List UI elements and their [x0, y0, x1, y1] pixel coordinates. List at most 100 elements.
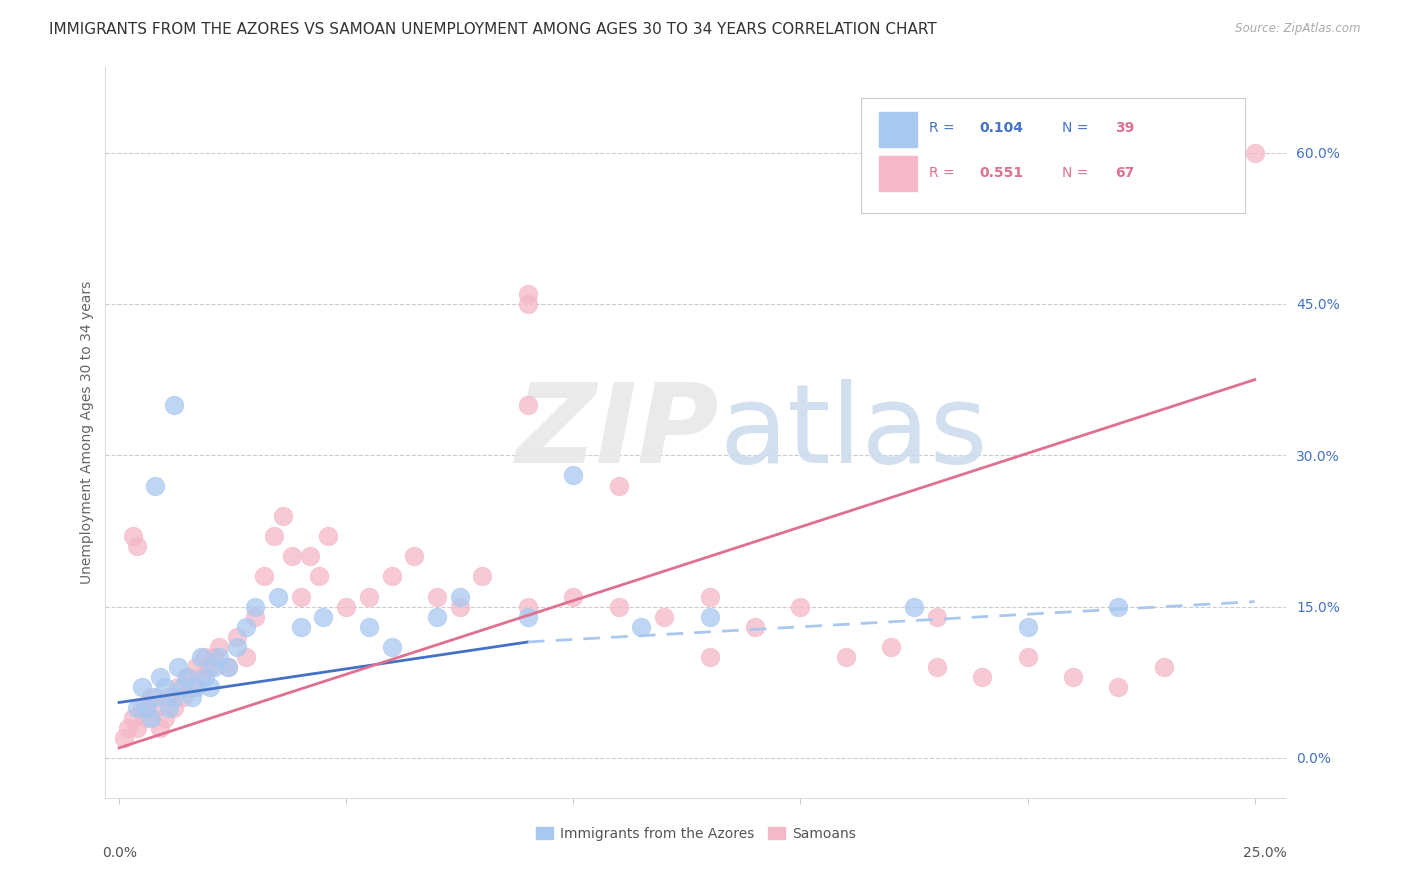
Point — [149, 721, 172, 735]
Point — [357, 590, 380, 604]
Point — [516, 398, 538, 412]
Point — [198, 660, 221, 674]
Text: 0.551: 0.551 — [980, 166, 1024, 180]
Point — [194, 650, 217, 665]
Point — [127, 700, 149, 714]
Point — [112, 731, 135, 745]
Bar — [879, 156, 917, 191]
Point — [652, 609, 675, 624]
Point — [226, 640, 249, 654]
Point — [139, 690, 162, 705]
Point — [162, 690, 184, 705]
Point — [121, 711, 143, 725]
Point — [117, 721, 139, 735]
Point — [903, 599, 925, 614]
Point — [190, 650, 212, 665]
Point — [180, 690, 202, 705]
Point — [204, 660, 226, 674]
Point — [1220, 136, 1243, 150]
Point — [1107, 681, 1129, 695]
Text: R =: R = — [928, 120, 959, 135]
Point — [172, 690, 194, 705]
Text: N =: N = — [1062, 166, 1092, 180]
Point — [167, 660, 190, 674]
Point — [180, 681, 202, 695]
Point — [190, 670, 212, 684]
Point — [145, 690, 167, 705]
Point — [245, 609, 267, 624]
Text: 0.0%: 0.0% — [101, 846, 136, 860]
Point — [744, 620, 766, 634]
Point — [516, 286, 538, 301]
Point — [449, 590, 471, 604]
Point — [172, 681, 194, 695]
Point — [298, 549, 321, 564]
Point — [789, 599, 811, 614]
Point — [516, 599, 538, 614]
Point — [176, 670, 198, 684]
Point — [217, 660, 239, 674]
Text: atlas: atlas — [720, 379, 988, 486]
Point — [194, 670, 217, 684]
Point — [1107, 599, 1129, 614]
Point — [699, 590, 721, 604]
Point — [162, 700, 184, 714]
Point — [162, 398, 184, 412]
Point — [516, 609, 538, 624]
Point — [607, 478, 630, 492]
Point — [1017, 650, 1039, 665]
Point — [1243, 145, 1265, 160]
Text: Source: ZipAtlas.com: Source: ZipAtlas.com — [1236, 22, 1361, 36]
Point — [1017, 620, 1039, 634]
Point — [426, 590, 449, 604]
FancyBboxPatch shape — [862, 97, 1246, 213]
Point — [226, 630, 249, 644]
Text: R =: R = — [928, 166, 959, 180]
Point — [1153, 660, 1175, 674]
Y-axis label: Unemployment Among Ages 30 to 34 years: Unemployment Among Ages 30 to 34 years — [80, 281, 94, 584]
Point — [176, 670, 198, 684]
Legend: Immigrants from the Azores, Samoans: Immigrants from the Azores, Samoans — [530, 822, 862, 847]
Text: ZIP: ZIP — [516, 379, 720, 486]
Point — [127, 539, 149, 553]
Point — [186, 660, 208, 674]
Point — [699, 650, 721, 665]
Point — [217, 660, 239, 674]
Point — [471, 569, 494, 583]
Point — [426, 609, 449, 624]
Point — [630, 620, 652, 634]
Point — [271, 508, 294, 523]
Point — [880, 640, 903, 654]
Point — [699, 609, 721, 624]
Point — [263, 529, 285, 543]
Point — [153, 681, 176, 695]
Point — [404, 549, 426, 564]
Point — [280, 549, 302, 564]
Text: 0.104: 0.104 — [980, 120, 1024, 135]
Point — [131, 681, 153, 695]
Point — [607, 599, 630, 614]
Point — [267, 590, 290, 604]
Point — [381, 640, 404, 654]
Point — [449, 599, 471, 614]
Point — [208, 650, 231, 665]
Point — [149, 670, 172, 684]
Point — [235, 620, 257, 634]
Point — [253, 569, 276, 583]
Point — [312, 609, 335, 624]
Point — [308, 569, 330, 583]
Point — [167, 681, 190, 695]
Point — [516, 297, 538, 311]
Point — [157, 700, 180, 714]
Point — [316, 529, 339, 543]
Point — [1062, 670, 1084, 684]
Text: 39: 39 — [1115, 120, 1135, 135]
Point — [925, 660, 948, 674]
Point — [127, 721, 149, 735]
Point — [357, 620, 380, 634]
Point — [139, 711, 162, 725]
Point — [153, 711, 176, 725]
Point — [204, 650, 226, 665]
Bar — [879, 112, 917, 147]
Point — [198, 681, 221, 695]
